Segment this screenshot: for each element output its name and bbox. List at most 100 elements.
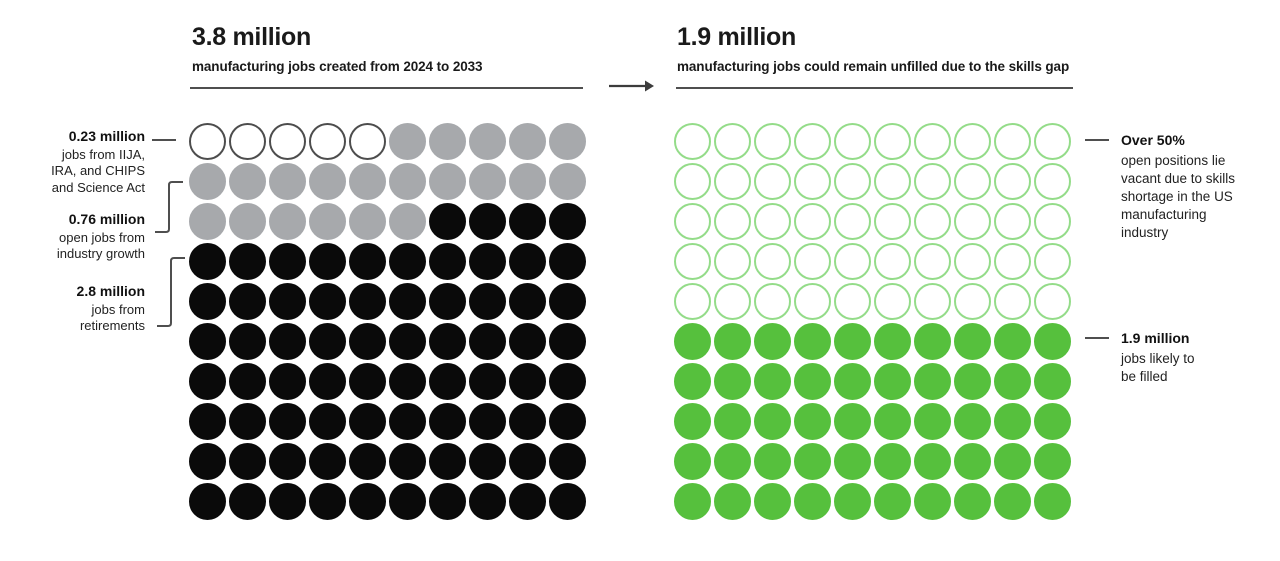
waffle-dot-green-outlined bbox=[754, 243, 791, 280]
waffle-dot-black bbox=[389, 443, 426, 480]
waffle-dot-black bbox=[509, 283, 546, 320]
waffle-dot-green-outlined bbox=[674, 243, 711, 280]
label-value: Over 50% bbox=[1121, 132, 1185, 148]
waffle-dot-green-filled bbox=[794, 323, 831, 360]
waffle-dot-gray bbox=[269, 163, 306, 200]
waffle-dot-gray bbox=[189, 163, 226, 200]
waffle-dot-gray bbox=[349, 203, 386, 240]
waffle-dot-green-filled bbox=[674, 363, 711, 400]
waffle-dot-black bbox=[229, 243, 266, 280]
waffle-dot-black bbox=[349, 363, 386, 400]
waffle-dot-gray bbox=[309, 163, 346, 200]
waffle-dot-green-filled bbox=[874, 483, 911, 520]
waffle-dot-green-filled bbox=[714, 483, 751, 520]
waffle-dot-green-filled bbox=[994, 483, 1031, 520]
waffle-dot-green-outlined bbox=[794, 243, 831, 280]
waffle-dot-black bbox=[549, 403, 586, 440]
waffle-dot-green-filled bbox=[954, 443, 991, 480]
waffle-dot-green-filled bbox=[714, 443, 751, 480]
waffle-dot-black bbox=[309, 323, 346, 360]
waffle-dot-green-filled bbox=[1034, 323, 1071, 360]
waffle-dot-black bbox=[509, 403, 546, 440]
waffle-dot-green-filled bbox=[834, 323, 871, 360]
waffle-dot-green-filled bbox=[754, 323, 791, 360]
waffle-dot-green-outlined bbox=[994, 163, 1031, 200]
label-line: vacant due to skills bbox=[1121, 171, 1236, 186]
waffle-dot-black bbox=[549, 363, 586, 400]
waffle-dot-black bbox=[469, 403, 506, 440]
waffle-dot-gray bbox=[429, 123, 466, 160]
waffle-dot-black bbox=[269, 323, 306, 360]
waffle-dot-black bbox=[469, 243, 506, 280]
waffle-dot-green-outlined bbox=[954, 283, 991, 320]
waffle-dot-green-filled bbox=[914, 403, 951, 440]
waffle-dot-green-outlined bbox=[674, 283, 711, 320]
waffle-dot-black bbox=[469, 443, 506, 480]
waffle-dot-gray bbox=[229, 163, 266, 200]
label-line: jobs from IIJA, bbox=[61, 146, 145, 162]
waffle-dot-green-filled bbox=[714, 363, 751, 400]
waffle-dot-black bbox=[509, 363, 546, 400]
label-line: be filled bbox=[1121, 369, 1168, 384]
waffle-dot-green-filled bbox=[914, 443, 951, 480]
waffle-dot-black bbox=[429, 363, 466, 400]
waffle-dot-black bbox=[269, 443, 306, 480]
waffle-dot-gray bbox=[349, 163, 386, 200]
connector-dash-filled bbox=[1085, 337, 1109, 339]
waffle-dot-green-filled bbox=[674, 483, 711, 520]
waffle-dot-green-filled bbox=[1034, 363, 1071, 400]
waffle-dot-green-outlined bbox=[794, 163, 831, 200]
label-line: IRA, and CHIPS bbox=[51, 163, 145, 178]
waffle-dot-green-filled bbox=[1034, 403, 1071, 440]
waffle-dot-green-filled bbox=[674, 323, 711, 360]
label-value: 1.9 million bbox=[1121, 330, 1190, 346]
waffle-dot-green-outlined bbox=[714, 203, 751, 240]
waffle-dot-white-outlined bbox=[309, 123, 346, 160]
waffle-dot-black bbox=[389, 323, 426, 360]
label-line: jobs likely to bbox=[1121, 351, 1195, 366]
waffle-dot-green-outlined bbox=[754, 203, 791, 240]
right-chart-title: 1.9 million bbox=[677, 23, 796, 51]
waffle-dot-black bbox=[229, 283, 266, 320]
waffle-dot-green-filled bbox=[994, 323, 1031, 360]
waffle-dot-black bbox=[349, 323, 386, 360]
left-chart-header: 3.8 million manufacturing jobs created f… bbox=[192, 23, 592, 73]
waffle-dot-green-filled bbox=[834, 403, 871, 440]
waffle-dot-black bbox=[269, 243, 306, 280]
waffle-dot-green-outlined bbox=[714, 123, 751, 160]
waffle-dot-green-outlined bbox=[1034, 243, 1071, 280]
waffle-dot-green-filled bbox=[994, 403, 1031, 440]
waffle-dot-green-filled bbox=[874, 323, 911, 360]
waffle-dot-green-outlined bbox=[834, 243, 871, 280]
waffle-dot-green-filled bbox=[994, 443, 1031, 480]
waffle-dot-black bbox=[549, 203, 586, 240]
waffle-dot-green-outlined bbox=[714, 283, 751, 320]
label-line: jobs from bbox=[91, 301, 145, 317]
left-chart-title: 3.8 million bbox=[192, 23, 311, 51]
waffle-dot-green-filled bbox=[994, 363, 1031, 400]
waffle-dot-green-outlined bbox=[834, 283, 871, 320]
label-line: shortage in the US bbox=[1121, 189, 1233, 204]
waffle-dot-black bbox=[429, 203, 466, 240]
waffle-dot-black bbox=[309, 363, 346, 400]
label-value: 0.23 million bbox=[68, 128, 145, 144]
waffle-dot-black bbox=[429, 403, 466, 440]
waffle-dot-black bbox=[269, 403, 306, 440]
label-iija-ira-chips: 0.23 million jobs from IIJA, IRA, and CH… bbox=[25, 128, 145, 196]
left-header-rule bbox=[190, 87, 583, 89]
waffle-dot-white-outlined bbox=[349, 123, 386, 160]
connector-dash-over50 bbox=[1085, 139, 1109, 141]
waffle-dot-gray bbox=[389, 123, 426, 160]
waffle-dot-black bbox=[309, 443, 346, 480]
label-line: retirements bbox=[79, 318, 145, 333]
waffle-dot-gray bbox=[509, 123, 546, 160]
waffle-dot-black bbox=[349, 283, 386, 320]
label-line: industry bbox=[1121, 225, 1169, 240]
waffle-dot-green-outlined bbox=[874, 163, 911, 200]
waffle-dot-green-outlined bbox=[714, 163, 751, 200]
connector-bracket-retirements bbox=[152, 251, 188, 333]
label-value: 2.8 million bbox=[76, 283, 145, 299]
waffle-dot-gray bbox=[469, 123, 506, 160]
waffle-dot-green-filled bbox=[1034, 443, 1071, 480]
